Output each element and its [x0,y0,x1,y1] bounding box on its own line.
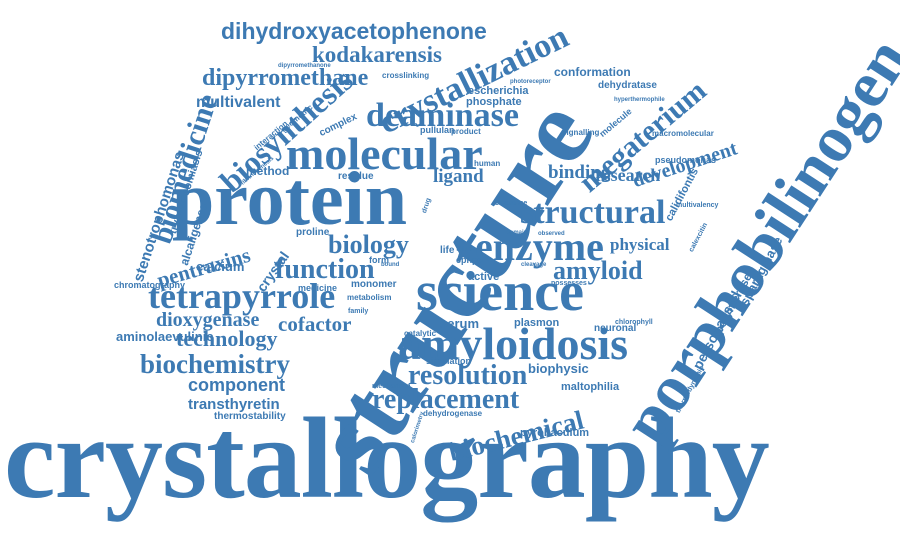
word-conformation: conformation [554,65,631,79]
word-kodakarensis: kodakarensis [312,42,442,67]
word-protein: protein [172,157,408,241]
word-signalling: signalling [562,128,600,137]
word-dehydratase: dehydratase [598,80,657,91]
word-biochemistry: biochemistry [140,349,290,379]
word-dehydrogenase: dehydrogenase [423,409,483,418]
word-clearance: clearance [495,200,528,207]
word-serum: serum [440,316,480,331]
word-life: life [440,245,455,256]
word-binding: binding [548,162,611,183]
word-dipyrromethanone: dipyrromethanone [278,63,331,69]
word-escherichia: escherichia [468,85,529,97]
word-form: form [369,255,389,265]
word-research: research [595,165,661,185]
word-proline: proline [296,227,330,238]
word-neuronal: neuronal [594,323,637,334]
word-method: method [246,164,290,178]
word-human: human [474,159,501,168]
word-crosslinking: crosslinking [382,71,430,80]
word-bound: bound [381,262,400,268]
word-resolution: resolution [408,360,528,391]
word-hyperthermophile: hyperthermophile [614,97,665,103]
word-structural: structural [520,194,666,231]
word-site: site [456,243,474,254]
word-deaminase: deaminase [366,97,519,134]
word-residue: residue [338,171,374,182]
word-biophysic: biophysic [528,361,589,376]
word-aminolaevulinic: aminolaevulinic [116,329,214,344]
word-chlorophyll: chlorophyll [615,319,653,326]
word-enzyme: enzyme [475,224,604,269]
word-transthyretin: transthyretin [188,396,280,413]
word-molecular: molecular [286,128,483,179]
word-physical: physical [610,235,670,254]
word-multivalent: multivalent [196,94,281,111]
word-chromatography: chromatography [114,280,186,290]
word-mechanism: mechanism [372,383,411,390]
word-macromolecular: macromolecular [652,129,714,138]
word-medicine: medicine [298,283,338,293]
word-dipyrromethane: dipyrromethane [202,65,369,91]
word-thermostability: thermostability [214,411,286,422]
word-pseudomonas: pseudomonas [655,155,717,165]
word-photoreceptor: photoreceptor [510,79,551,85]
word-calcium: calcium [196,259,245,274]
word-crystallography: crystallography [4,395,770,523]
word-function: function [275,254,375,285]
word-component: component [188,375,285,395]
word-multivalency: multivalency [676,202,719,209]
word-calexcitin: calexcitin [688,221,710,254]
word-simulation: simulation [426,356,472,366]
word-technology: technology [176,326,278,351]
word-active: active [468,271,500,283]
word-tetrapyrrole: tetrapyrrole [148,276,336,316]
word-possesses: possesses [551,280,587,287]
word-product: product [451,127,481,136]
word-observed: observed [538,231,565,237]
word-plasmon: plasmon [514,317,560,329]
word-cofactor: cofactor [278,312,352,336]
word-biology: biology [328,230,409,259]
word-monomer: monomer [351,279,397,290]
word-dioxygenase: dioxygenase [156,309,260,331]
word-family: family [348,308,369,315]
word-science: science [416,261,584,323]
word-metabolism: metabolism [347,293,392,302]
word-domain: domain [506,230,528,236]
word-pullulan: pullulan [420,125,455,135]
word-maltophilia: maltophilia [561,381,620,393]
word-replacement: replacement [372,384,520,415]
word-amyloidosis: amyloidosis [398,318,629,369]
word-dihydroxyacetophenone: dihydroxyacetophenone [221,18,487,44]
word-phosphate: phosphate [466,96,522,108]
word-cphpc: cphpc [456,255,483,265]
word-catalytic: catalytic [404,329,437,338]
word-amyloid: amyloid [553,256,643,285]
word-cleavage: cleavage [521,262,547,268]
word-ligand: ligand [433,166,484,187]
word-pyrobaculum: pyrobaculum [520,427,590,439]
